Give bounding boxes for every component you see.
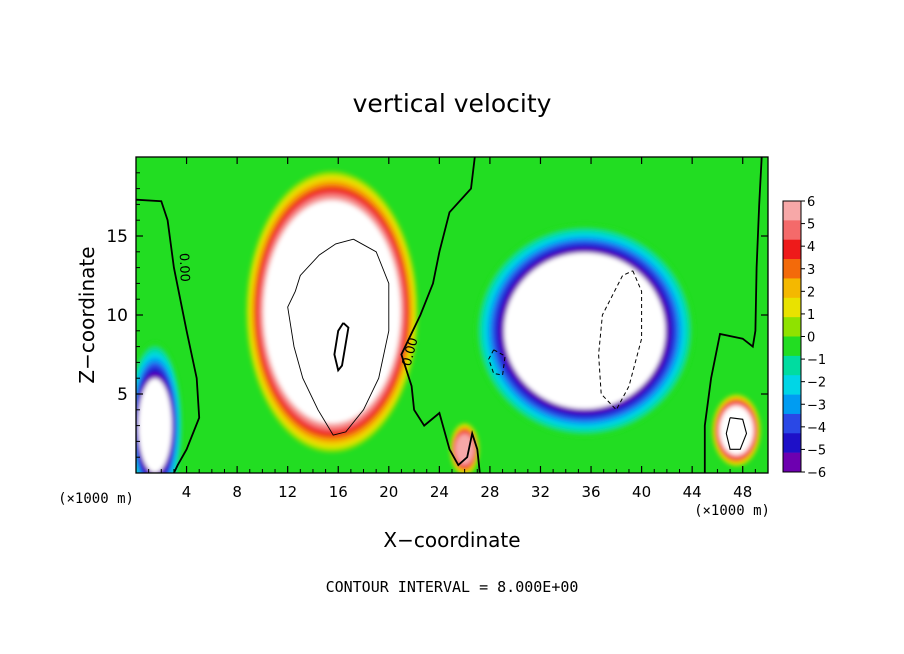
updraft-contour-inner (333, 322, 350, 373)
saturated-core (290, 242, 374, 382)
colorbar-label: 2 (807, 285, 815, 300)
velocity-field (136, 157, 768, 473)
colorbar-swatch (783, 355, 801, 376)
colorbar-swatch (783, 433, 801, 453)
field-layers (136, 171, 761, 473)
x-tick-label: 8 (232, 483, 242, 501)
colorbar-swatch (783, 336, 801, 357)
colorbar-swatch (783, 394, 801, 415)
colorbar-swatch (783, 452, 801, 473)
x-tick-label: 48 (733, 483, 752, 501)
x-tick-label: 4 (182, 483, 192, 501)
colorbar: 6 5 4 3 2 1 0 −1 −2 −3 −4 −5 −6 (782, 195, 826, 481)
saturated-core (530, 278, 639, 383)
x-tick-label: 16 (329, 483, 348, 501)
contour-lines (136, 157, 763, 473)
colorbar-swatch (783, 317, 801, 337)
updraft-contour-small (725, 417, 748, 450)
zero-contour-right (703, 157, 763, 473)
colorbar-label: 3 (807, 263, 815, 278)
colorbar-swatch (783, 278, 801, 299)
colorbar-label: −2 (807, 376, 826, 391)
colorbar-label: 5 (807, 218, 815, 233)
saturated-core (725, 413, 747, 447)
contour-interval-note: CONTOUR INTERVAL = 8.000E+00 (326, 578, 579, 596)
colorbar-label: −4 (807, 421, 826, 436)
y-axis: 5 10 15 (106, 172, 768, 458)
colorbar-swatch (783, 220, 801, 241)
colorbar-swatch (783, 297, 801, 318)
colorbar-swatch (783, 375, 801, 395)
y-tick-label: 5 (117, 385, 128, 405)
x-tick-label: 36 (581, 483, 600, 501)
y-tick-label: 15 (106, 227, 128, 247)
x-tick-label: 44 (683, 483, 702, 501)
feature-downdraft-3 (136, 342, 183, 473)
y-tick-label: 10 (106, 306, 128, 326)
colorbar-label: −3 (807, 398, 826, 413)
x-axis-label: X−coordinate (383, 528, 520, 552)
colorbar-label: 1 (807, 308, 815, 323)
x-tick-label: 20 (379, 483, 398, 501)
feature-updraft-0 (245, 171, 418, 453)
saturated-core (142, 384, 168, 467)
colorbar-label: 0 (807, 331, 815, 346)
updraft-contour-outer (287, 238, 390, 436)
colorbar-swatch (783, 201, 801, 221)
feature-updraft-2 (712, 394, 761, 467)
x-tick-label: 24 (430, 483, 449, 501)
colorbar-label: −6 (807, 466, 826, 481)
contour-label-group: 0.00 0.00 (176, 253, 422, 368)
colorbar-label: −1 (807, 353, 826, 368)
colorbar-label: 6 (807, 195, 815, 210)
zero-contour-left (136, 198, 201, 473)
downdraft-contour-dashed (598, 270, 643, 411)
downdraft-contour-dashed-small (488, 349, 506, 376)
contour-label: 0.00 (176, 253, 192, 282)
colorbar-swatch (783, 259, 801, 279)
x-tick-label: 32 (531, 483, 550, 501)
colorbar-swatch (783, 239, 801, 260)
colorbar-label: −5 (807, 443, 826, 458)
x-tick-label: 40 (632, 483, 651, 501)
x-axis: 4 8 12 16 20 24 28 32 36 40 44 48 (148, 157, 756, 501)
x-tick-label: 12 (278, 483, 297, 501)
colorbar-label: 4 (807, 240, 815, 255)
feature-updraft-4 (450, 422, 480, 473)
x-unit-left: (×1000 m) (58, 491, 134, 507)
x-tick-label: 28 (480, 483, 499, 501)
colorbar-swatch (783, 413, 801, 434)
y-axis-label: Z−coordinate (75, 246, 99, 383)
field-band (455, 434, 474, 465)
zero-contour-middle (400, 157, 481, 473)
feature-downdraft-1 (475, 224, 695, 437)
x-unit-right: (×1000 m) (694, 503, 770, 519)
chart-title: vertical velocity (353, 89, 552, 118)
contour-label: 0.00 (400, 336, 422, 368)
